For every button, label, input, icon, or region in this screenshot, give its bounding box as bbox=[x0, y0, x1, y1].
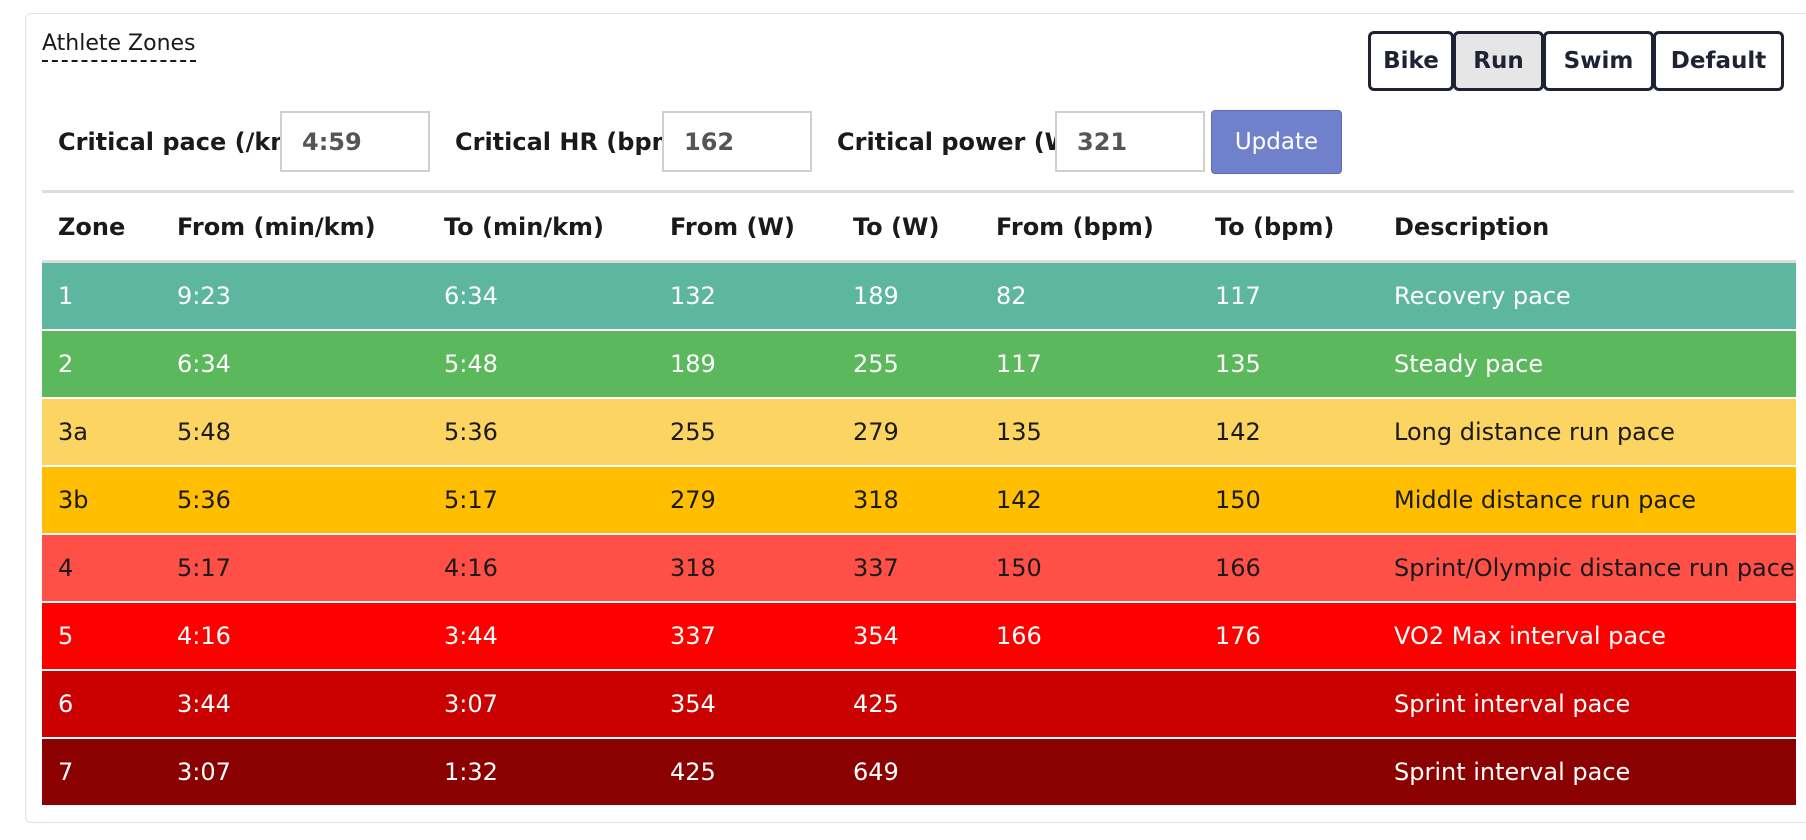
to-hr-cell: 150 bbox=[1199, 465, 1378, 534]
critical-hr-input[interactable] bbox=[662, 111, 812, 172]
zone-cell: 4 bbox=[42, 533, 161, 602]
description-cell: Sprint interval pace bbox=[1378, 737, 1796, 805]
from-hr-cell: 135 bbox=[980, 397, 1199, 466]
from-hr-cell bbox=[980, 737, 1199, 805]
from-hr-cell: 117 bbox=[980, 329, 1199, 398]
description-cell: Long distance run pace bbox=[1378, 397, 1796, 466]
from-pace-cell: 4:16 bbox=[161, 601, 428, 670]
from-pace-cell: 5:36 bbox=[161, 465, 428, 534]
zone-cell: 3b bbox=[42, 465, 161, 534]
header-from-power: From (W) bbox=[654, 193, 837, 263]
header-zone: Zone bbox=[42, 193, 161, 263]
to-hr-cell: 166 bbox=[1199, 533, 1378, 602]
to-pace-cell: 3:44 bbox=[428, 601, 654, 670]
table-header-row: Zone From (min/km) To (min/km) From (W) … bbox=[42, 193, 1796, 263]
zones-table: Zone From (min/km) To (min/km) From (W) … bbox=[42, 193, 1796, 805]
from-pace-cell: 3:07 bbox=[161, 737, 428, 805]
description-cell: Sprint interval pace bbox=[1378, 669, 1796, 738]
to-hr-cell: 142 bbox=[1199, 397, 1378, 466]
run-button[interactable]: Run bbox=[1453, 31, 1544, 91]
description-cell: VO2 Max interval pace bbox=[1378, 601, 1796, 670]
header-to-power: To (W) bbox=[837, 193, 980, 263]
from-power-cell: 279 bbox=[654, 465, 837, 534]
table-row: 3a 5:48 5:36 255 279 135 142 Long distance run … bbox=[42, 397, 1796, 466]
from-power-cell: 354 bbox=[654, 669, 837, 738]
header-to-pace: To (min/km) bbox=[428, 193, 654, 263]
from-pace-cell: 5:17 bbox=[161, 533, 428, 602]
header-from-hr: From (bpm) bbox=[980, 193, 1199, 263]
page-title: Athlete Zones bbox=[42, 30, 196, 62]
table-row: 6 3:44 3:07 354 425 Sprint interval pace bbox=[42, 669, 1796, 738]
to-hr-cell bbox=[1199, 669, 1378, 738]
from-pace-cell: 9:23 bbox=[161, 260, 428, 330]
to-power-cell: 189 bbox=[837, 260, 980, 330]
zone-cell: 2 bbox=[42, 329, 161, 398]
table-row: 4 5:17 4:16 318 337 150 166 Sprint/Olympic dist… bbox=[42, 533, 1796, 602]
default-button[interactable]: Default bbox=[1653, 31, 1784, 91]
zone-cell: 1 bbox=[42, 260, 161, 330]
from-pace-cell: 3:44 bbox=[161, 669, 428, 738]
to-power-cell: 318 bbox=[837, 465, 980, 534]
table-divider bbox=[42, 190, 1794, 193]
to-hr-cell: 176 bbox=[1199, 601, 1378, 670]
from-hr-cell: 142 bbox=[980, 465, 1199, 534]
description-cell: Recovery pace bbox=[1378, 260, 1796, 330]
table-row: 5 4:16 3:44 337 354 166 176 VO2 Max interval pa… bbox=[42, 601, 1796, 670]
zone-cell: 7 bbox=[42, 737, 161, 805]
to-hr-cell: 135 bbox=[1199, 329, 1378, 398]
to-pace-cell: 4:16 bbox=[428, 533, 654, 602]
header-to-hr: To (bpm) bbox=[1199, 193, 1378, 263]
from-power-cell: 337 bbox=[654, 601, 837, 670]
table-row: 1 9:23 6:34 132 189 82 117 Recovery pace bbox=[42, 260, 1796, 330]
critical-power-label: Critical power (W) bbox=[837, 128, 1083, 156]
from-pace-cell: 6:34 bbox=[161, 329, 428, 398]
swim-button[interactable]: Swim bbox=[1543, 31, 1654, 91]
from-hr-cell bbox=[980, 669, 1199, 738]
header-from-pace: From (min/km) bbox=[161, 193, 428, 263]
critical-hr-label: Critical HR (bpm) bbox=[455, 128, 688, 156]
to-pace-cell: 3:07 bbox=[428, 669, 654, 738]
from-power-cell: 255 bbox=[654, 397, 837, 466]
critical-pace-label: Critical pace (/km) bbox=[58, 128, 307, 156]
to-pace-cell: 6:34 bbox=[428, 260, 654, 330]
to-power-cell: 354 bbox=[837, 601, 980, 670]
zone-cell: 3a bbox=[42, 397, 161, 466]
table-row: 3b 5:36 5:17 279 318 142 150 Middle distance ru… bbox=[42, 465, 1796, 534]
from-power-cell: 189 bbox=[654, 329, 837, 398]
from-pace-cell: 5:48 bbox=[161, 397, 428, 466]
description-cell: Middle distance run pace bbox=[1378, 465, 1796, 534]
header-description: Description bbox=[1378, 193, 1796, 263]
from-power-cell: 318 bbox=[654, 533, 837, 602]
sport-selector: Bike Run Swim Default bbox=[1368, 31, 1784, 91]
to-pace-cell: 5:36 bbox=[428, 397, 654, 466]
to-power-cell: 337 bbox=[837, 533, 980, 602]
to-power-cell: 279 bbox=[837, 397, 980, 466]
bike-button[interactable]: Bike bbox=[1368, 31, 1454, 91]
from-hr-cell: 82 bbox=[980, 260, 1199, 330]
to-power-cell: 425 bbox=[837, 669, 980, 738]
to-hr-cell: 117 bbox=[1199, 260, 1378, 330]
to-pace-cell: 1:32 bbox=[428, 737, 654, 805]
critical-pace-input[interactable] bbox=[280, 111, 430, 172]
to-pace-cell: 5:17 bbox=[428, 465, 654, 534]
zone-cell: 6 bbox=[42, 669, 161, 738]
from-hr-cell: 150 bbox=[980, 533, 1199, 602]
to-power-cell: 649 bbox=[837, 737, 980, 805]
to-pace-cell: 5:48 bbox=[428, 329, 654, 398]
from-power-cell: 425 bbox=[654, 737, 837, 805]
from-power-cell: 132 bbox=[654, 260, 837, 330]
to-hr-cell bbox=[1199, 737, 1378, 805]
table-row: 2 6:34 5:48 189 255 117 135 Steady pace bbox=[42, 329, 1796, 398]
from-hr-cell: 166 bbox=[980, 601, 1199, 670]
description-cell: Steady pace bbox=[1378, 329, 1796, 398]
description-cell: Sprint/Olympic distance run pace bbox=[1378, 533, 1796, 602]
to-power-cell: 255 bbox=[837, 329, 980, 398]
table-row: 7 3:07 1:32 425 649 Sprint interval pace bbox=[42, 737, 1796, 805]
critical-power-input[interactable] bbox=[1055, 111, 1205, 172]
zone-cell: 5 bbox=[42, 601, 161, 670]
update-button[interactable]: Update bbox=[1211, 110, 1342, 174]
